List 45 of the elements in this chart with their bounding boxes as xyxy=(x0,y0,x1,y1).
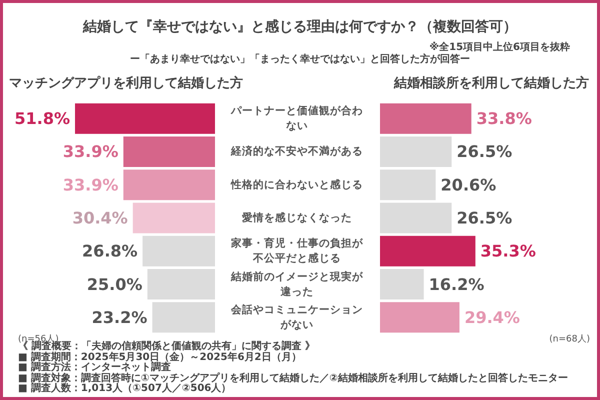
y-tick-label: 経済的な不安や不満がある xyxy=(230,144,363,158)
text: (n=68人) xyxy=(549,334,590,344)
bar xyxy=(380,236,476,266)
data-label: 30.4% xyxy=(72,208,128,228)
bar xyxy=(123,170,215,200)
chart-title: 結婚相談所を利用して結婚した方 xyxy=(393,75,589,91)
text: ■ 調査人数：1,013人（①507人／②506人） xyxy=(18,383,232,394)
y-tick-label: 愛情を感じなくなった xyxy=(242,211,352,224)
text: ー「あまり幸せではない」「まったく幸せではない」と回答した方が回答ー xyxy=(129,52,471,66)
data-label: 26.5% xyxy=(456,142,512,162)
bar xyxy=(380,302,460,333)
chart-title: マッチングアプリを利用して結婚した方 xyxy=(9,75,243,91)
data-label: 33.9% xyxy=(62,142,118,162)
text: ■ 調査方法：インターネット調査 xyxy=(18,362,171,373)
y-tick-label: 結婚前のイメージと現実が違った xyxy=(230,270,364,298)
text: 結婚して『幸せではない』と感じる理由は何ですか？（複数回答可） xyxy=(82,18,518,36)
y-tick-label: 性格的に合わないと感じる xyxy=(230,178,363,191)
data-label: 20.6% xyxy=(440,175,496,194)
data-label: 23.2% xyxy=(92,308,148,327)
bar xyxy=(123,136,215,167)
data-label: 25.0% xyxy=(86,274,142,294)
data-label: 33.9% xyxy=(62,175,118,194)
bar xyxy=(380,170,436,200)
data-label: 16.2% xyxy=(428,274,484,294)
data-label: 35.3% xyxy=(480,242,536,261)
bar xyxy=(152,302,215,333)
bar xyxy=(380,202,452,234)
text: ※全15項目中上位6項目を抜粋 xyxy=(429,40,570,53)
y-tick-label: パートナーと価値観が合わない xyxy=(230,104,363,132)
data-label: 26.8% xyxy=(82,242,138,261)
y-tick-label: 家事・育児・仕事の負担が不公平だと感じる xyxy=(230,236,364,265)
data-label: 26.5% xyxy=(456,208,512,228)
y-tick-label: 会話やコミュニケーションがない xyxy=(230,302,363,331)
text: ■ 調査対象：調査回答時に①マッチングアプリを利用して結婚した／②結婚相談所を利用して結婚したと回答したモニター xyxy=(18,372,568,384)
data-label: 33.8% xyxy=(476,109,532,128)
bar xyxy=(75,103,215,134)
bar xyxy=(132,202,215,234)
bar xyxy=(380,136,452,167)
bar xyxy=(380,103,472,134)
data-label: 51.8% xyxy=(14,109,70,128)
bar xyxy=(380,269,424,300)
text: ■ 調査期間：2025年5月30日（金）～2025年6月2日（月） xyxy=(18,352,302,362)
data-label: 29.4% xyxy=(464,308,520,327)
bar xyxy=(147,269,215,300)
bar xyxy=(142,236,215,266)
